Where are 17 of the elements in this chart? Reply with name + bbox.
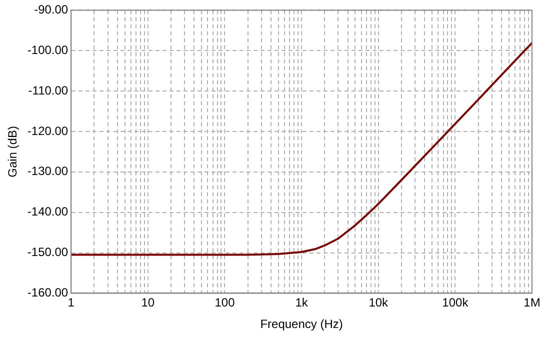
x-tick-label: 10 bbox=[141, 296, 155, 310]
y-tick-label: -90.00 bbox=[34, 2, 68, 17]
x-tick-label: 10k bbox=[368, 296, 390, 310]
y-tick-label: -110.00 bbox=[28, 83, 68, 98]
y-tick-label: -160.00 bbox=[27, 286, 68, 300]
y-tick-label: -140.00 bbox=[27, 204, 68, 219]
x-tick-label: 1M bbox=[524, 296, 540, 310]
x-tick-label: 1 bbox=[68, 296, 75, 310]
y-tick-label: -130.00 bbox=[27, 164, 68, 178]
x-tick-label: 1k bbox=[295, 296, 309, 310]
x-tick-label: 100k bbox=[442, 296, 470, 310]
x-tick-label: 100 bbox=[214, 296, 236, 310]
x-axis-title: Frequency (Hz) bbox=[260, 317, 343, 332]
y-tick-label: -150.00 bbox=[27, 245, 68, 260]
y-tick-label: -100.00 bbox=[27, 42, 68, 57]
y-axis-title: Gain (dB) bbox=[6, 126, 20, 178]
y-tick-label: -120.00 bbox=[27, 124, 68, 138]
